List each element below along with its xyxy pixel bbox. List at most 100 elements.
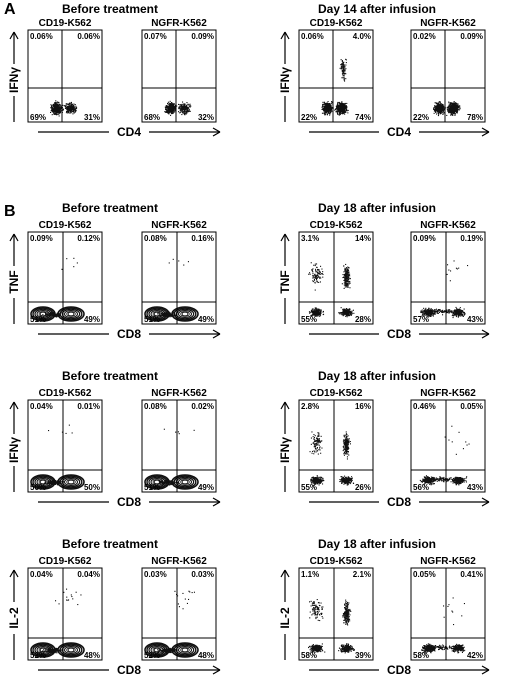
quadrant-ur-percent: 0.02% — [191, 402, 214, 411]
event-dot — [460, 314, 462, 316]
event-dot — [452, 114, 454, 116]
event-dot — [348, 281, 350, 283]
event-dot — [437, 115, 439, 117]
event-dot — [62, 104, 64, 106]
event-dot — [71, 432, 73, 434]
event-dot — [314, 311, 316, 313]
event-dot — [320, 478, 322, 480]
event-dot — [330, 111, 332, 113]
event-dot — [439, 113, 441, 115]
event-dot — [450, 112, 452, 114]
event-dot — [350, 311, 352, 313]
event-dot — [316, 277, 318, 279]
event-dot — [443, 106, 445, 108]
event-dot — [175, 315, 177, 317]
event-dot — [60, 109, 62, 111]
event-dot — [439, 310, 441, 312]
event-dot — [447, 108, 449, 110]
event-dot — [426, 314, 428, 316]
event-dot — [442, 104, 444, 106]
event-dot — [437, 309, 439, 311]
quadrant-lr-percent: 74% — [355, 113, 371, 122]
event-dot — [173, 103, 175, 105]
event-dot — [320, 309, 322, 311]
event-dot — [349, 280, 351, 282]
event-dot — [56, 481, 58, 483]
event-dot — [439, 108, 441, 110]
event-dot — [177, 481, 179, 483]
event-dot — [319, 312, 321, 314]
event-dot — [312, 480, 314, 482]
event-dot — [349, 310, 351, 312]
event-dot — [456, 103, 458, 105]
event-dot — [448, 309, 450, 311]
event-dot — [174, 315, 176, 317]
event-dot — [345, 315, 347, 317]
event-dot — [423, 315, 425, 317]
event-dot — [168, 484, 170, 486]
event-dot — [164, 316, 166, 318]
event-dot — [181, 114, 183, 116]
event-dot — [181, 110, 183, 112]
event-dot — [329, 106, 331, 108]
event-dot — [423, 309, 425, 311]
event-dot — [171, 107, 173, 109]
event-dot — [422, 312, 424, 314]
event-dot — [56, 103, 58, 105]
event-dot — [342, 112, 344, 114]
event-dot — [343, 112, 345, 114]
event-dot — [71, 106, 73, 108]
event-dot — [185, 108, 187, 110]
event-dot — [328, 105, 330, 107]
event-dot — [434, 102, 436, 104]
event-dot — [314, 313, 316, 315]
event-dot — [331, 102, 333, 104]
event-dot — [177, 431, 179, 433]
event-dot — [183, 106, 185, 108]
event-dot — [172, 483, 174, 485]
event-dot — [314, 277, 316, 279]
event-dot — [349, 278, 351, 280]
event-dot — [348, 274, 350, 276]
event-dot — [452, 108, 454, 110]
event-dot — [311, 480, 313, 482]
event-dot — [73, 112, 75, 114]
event-dot — [456, 310, 458, 312]
event-dot — [440, 112, 442, 114]
event-dot — [171, 111, 173, 113]
event-dot — [58, 112, 60, 114]
event-dot — [459, 311, 461, 313]
sample-label: NGFR-K562 — [151, 220, 207, 231]
quadrant-lr-percent: 78% — [467, 113, 483, 122]
event-dot — [159, 483, 161, 485]
event-dot — [71, 104, 73, 106]
event-dot — [166, 483, 168, 485]
event-dot — [432, 315, 434, 317]
event-dot — [59, 108, 61, 110]
event-dot — [345, 274, 347, 276]
event-dot — [75, 108, 77, 110]
event-dot — [75, 110, 77, 112]
event-dot — [54, 102, 56, 104]
event-dot — [315, 276, 317, 278]
density-contour — [180, 311, 190, 317]
event-dot — [451, 109, 453, 111]
event-dot — [60, 110, 62, 112]
density-contour — [180, 479, 190, 485]
event-dot — [324, 103, 326, 105]
event-dot — [440, 106, 442, 108]
event-dot — [327, 104, 329, 106]
event-dot — [324, 103, 326, 105]
event-dot — [53, 106, 55, 108]
event-dot — [343, 273, 345, 275]
event-dot — [341, 109, 343, 111]
event-dot — [174, 104, 176, 106]
event-dot — [337, 106, 339, 108]
event-dot — [58, 108, 60, 110]
condition-title: Before treatment — [62, 201, 158, 215]
event-dot — [71, 103, 73, 105]
event-dot — [349, 273, 351, 275]
event-dot — [341, 63, 343, 65]
event-dot — [449, 110, 451, 112]
